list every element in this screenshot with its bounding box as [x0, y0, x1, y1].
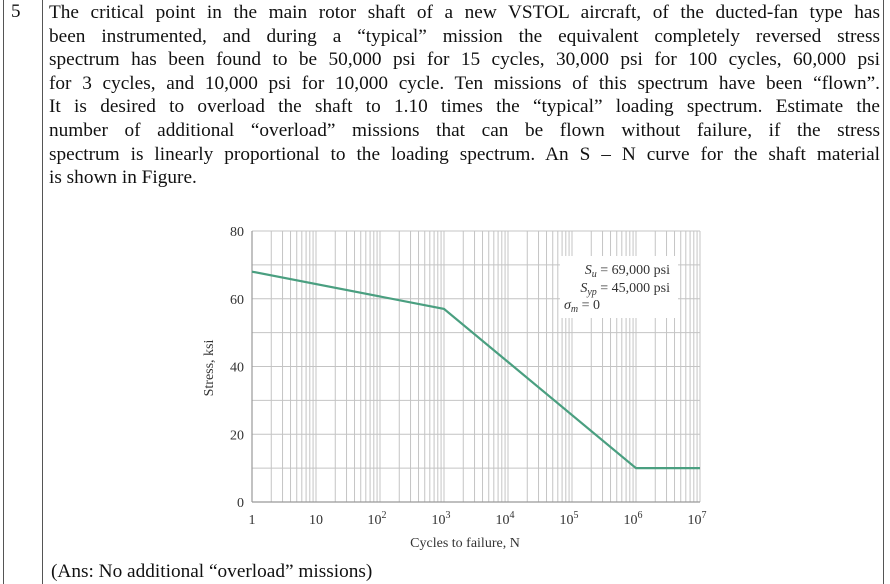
chart-legend-box: Su = 69,000 psi Syp = 45,000 psi σm = 0: [560, 256, 678, 318]
x-tick-label: 104: [496, 510, 515, 528]
chart-grid: [251, 230, 701, 503]
table-column-divider: [42, 0, 43, 584]
sn-curve-line: [251, 270, 700, 470]
annotation-sigma: σm = 0: [564, 298, 600, 315]
y-axis-label: Stress, ksi: [202, 340, 217, 397]
problem-statement: The critical point in the main rotor sha…: [49, 1, 880, 190]
y-tick-label: 80: [230, 225, 244, 240]
statement-line: The critical point in the main rotor sha…: [49, 2, 880, 23]
problem-number: 5: [11, 1, 21, 22]
answer-text: (Ans: No additional “overload” missions): [51, 561, 373, 582]
statement-line: number of additional “overload” missions…: [49, 119, 880, 141]
y-tick-label: 20: [230, 428, 244, 443]
x-tick-label: 106: [624, 510, 643, 528]
y-tick-label: 40: [230, 361, 244, 376]
annotation-su: Su = 69,000 psi: [585, 263, 670, 280]
y-tick-label: 60: [230, 293, 244, 308]
table-border-right: [883, 0, 884, 584]
table-border-left: [3, 0, 4, 584]
statement-line: is shown in Figure.: [49, 167, 197, 189]
x-axis-label: Cycles to failure, N: [410, 536, 520, 551]
x-tick-label: 103: [432, 510, 451, 528]
x-tick-labels: 1 10 102 103 104 105 106 107: [249, 510, 707, 528]
legend-background: [560, 256, 678, 318]
x-tick-label: 105: [560, 510, 579, 528]
x-tick-label: 10: [309, 513, 323, 528]
y-tick-labels: 0 20 40 60 80: [230, 225, 244, 511]
statement-line: spectrum has been found to be 50,000 psi…: [49, 49, 880, 71]
statement-line: spectrum is linearly proportional to the…: [49, 143, 880, 165]
statement-line: for 3 cycles, and 10,000 psi for 10,000 …: [49, 72, 880, 94]
annotation-syp: Syp = 45,000 psi: [580, 281, 670, 298]
statement-line: It is desired to overload the shaft to 1…: [49, 96, 880, 118]
x-tick-label: 107: [688, 510, 707, 528]
statement-line: been instrumented, and during a “typical…: [49, 25, 880, 47]
chart-series: [251, 270, 700, 470]
x-tick-label: 1: [249, 513, 256, 528]
x-tick-label: 102: [368, 510, 387, 528]
y-tick-label: 0: [237, 496, 244, 511]
